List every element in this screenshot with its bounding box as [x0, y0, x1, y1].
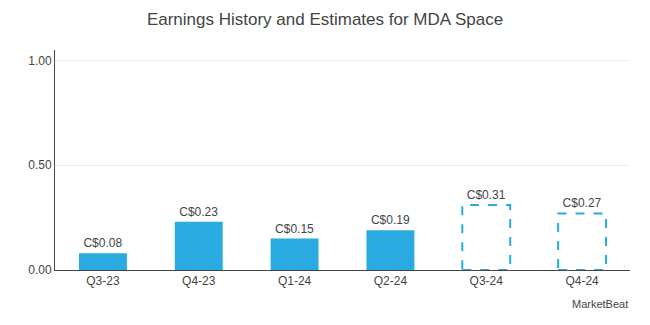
- svg-text:Q2-24: Q2-24: [374, 274, 408, 288]
- svg-text:C$0.23: C$0.23: [179, 205, 218, 219]
- svg-text:Q4-24: Q4-24: [565, 274, 599, 288]
- svg-text:Q4-23: Q4-23: [182, 274, 216, 288]
- svg-text:Q1-24: Q1-24: [278, 274, 312, 288]
- svg-text:C$0.31: C$0.31: [467, 188, 506, 202]
- svg-text:C$0.27: C$0.27: [563, 196, 602, 210]
- svg-text:0.00: 0.00: [28, 263, 52, 277]
- svg-text:Q3-23: Q3-23: [86, 274, 120, 288]
- svg-text:Q3-24: Q3-24: [470, 274, 504, 288]
- svg-text:1.00: 1.00: [28, 54, 52, 68]
- svg-text:C$0.15: C$0.15: [275, 222, 314, 236]
- svg-text:Earnings History and Estimates: Earnings History and Estimates for MDA S…: [147, 10, 503, 29]
- svg-text:0.50: 0.50: [28, 158, 52, 172]
- svg-text:MarketBeat: MarketBeat: [572, 298, 628, 310]
- svg-text:C$0.19: C$0.19: [371, 213, 410, 227]
- svg-text:C$0.08: C$0.08: [83, 236, 122, 250]
